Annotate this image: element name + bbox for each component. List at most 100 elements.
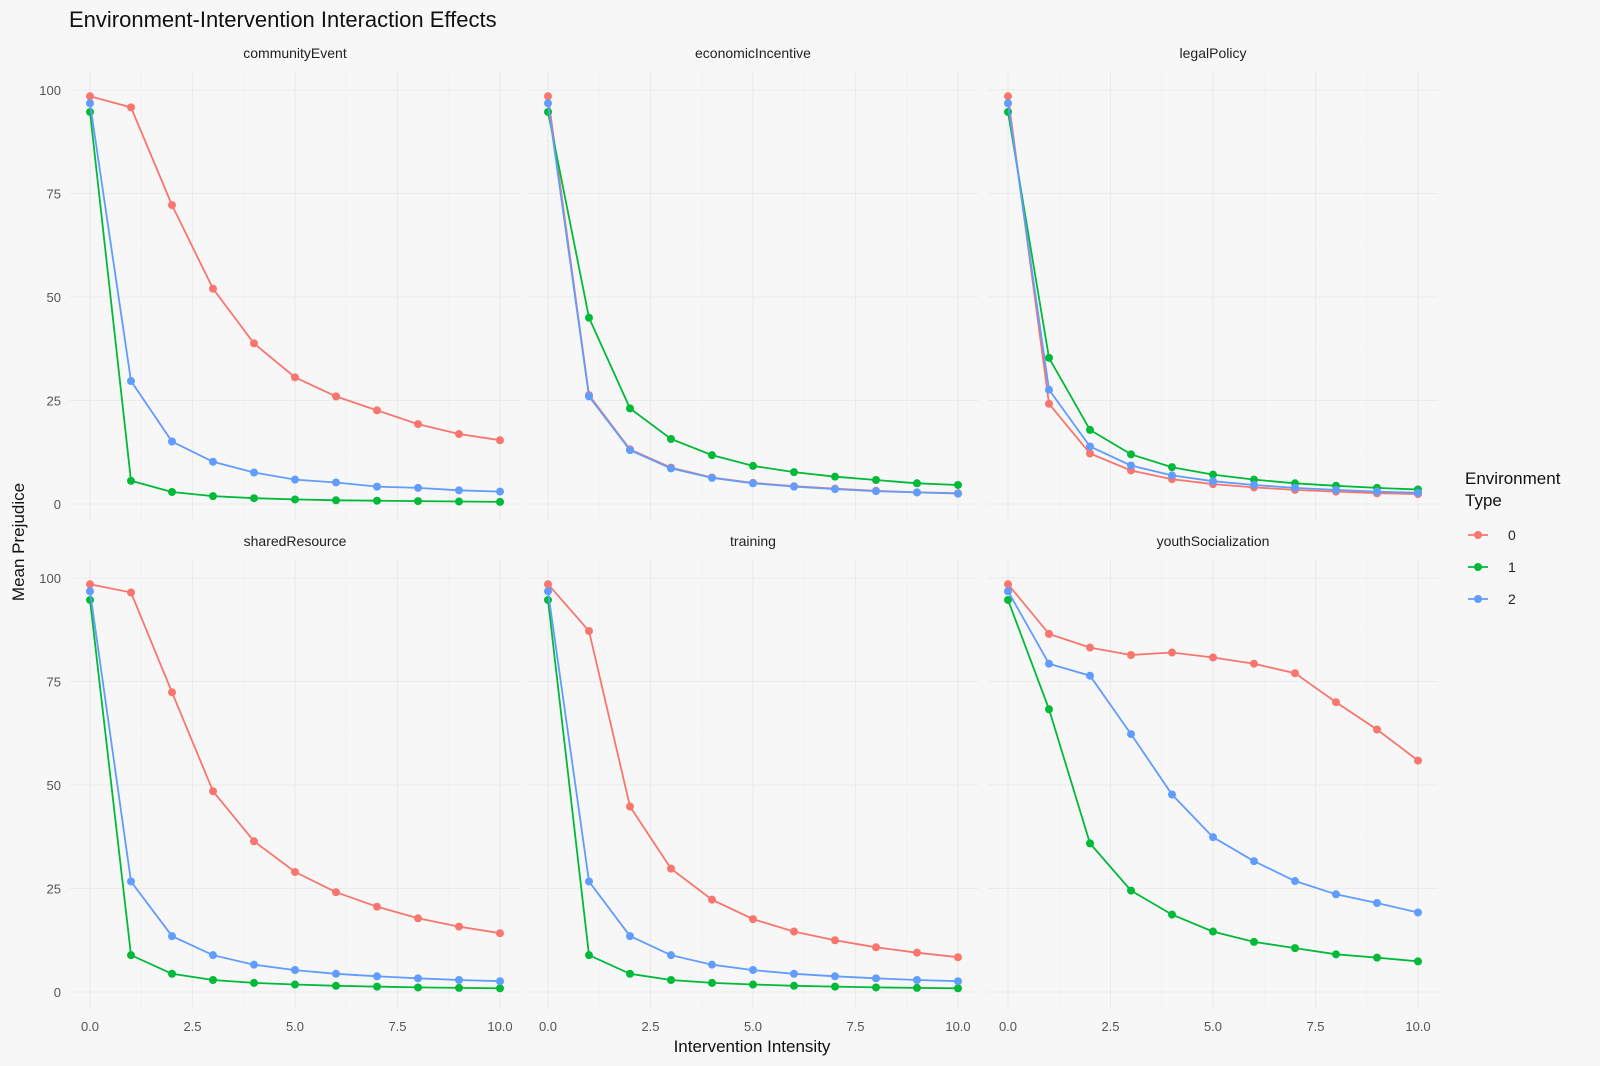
panel-training: training 0.0 2.5 5.0 7.5 10.0: [528, 533, 978, 1034]
data-point-2: [332, 478, 340, 487]
data-point-0: [544, 92, 552, 101]
data-point-0: [496, 436, 504, 445]
data-point-2: [1045, 659, 1053, 668]
x-tick-label: 7.5: [388, 1019, 406, 1034]
data-point-0: [1332, 698, 1340, 707]
data-point-1: [455, 983, 463, 992]
data-point-1: [1127, 886, 1135, 895]
panel-strip-label: legalPolicy: [1180, 45, 1247, 61]
data-point-2: [250, 960, 258, 969]
data-point-1: [1045, 705, 1053, 714]
data-point-1: [414, 983, 422, 992]
data-point-2: [209, 951, 217, 960]
legend-key-point: [1474, 531, 1482, 539]
x-tick-label: 7.5: [1306, 1019, 1324, 1034]
y-tick-label: 50: [47, 290, 61, 305]
data-point-1: [1086, 839, 1094, 848]
data-point-2: [872, 974, 880, 983]
data-point-2: [913, 975, 921, 984]
data-point-2: [168, 437, 176, 446]
facet-panels: communityEvent 0 25 50 75 100 economicIncentiv…: [39, 45, 1438, 1034]
data-point-2: [790, 969, 798, 978]
data-point-2: [1291, 483, 1299, 492]
data-point-1: [831, 982, 839, 991]
data-point-1: [954, 480, 962, 489]
panel-sharedResource: sharedResource 0 25 50 75 100 0.0 2.5 5.0 7.5 10.0: [39, 533, 520, 1034]
data-point-2: [831, 485, 839, 494]
data-point-1: [1414, 957, 1422, 966]
data-point-0: [414, 914, 422, 923]
data-point-2: [127, 877, 135, 886]
data-point-0: [250, 339, 258, 348]
data-point-0: [414, 420, 422, 429]
data-point-2: [872, 487, 880, 496]
data-point-1: [1209, 927, 1217, 936]
y-axis-title: Mean Prejudice: [9, 483, 28, 601]
data-point-0: [455, 922, 463, 931]
data-point-0: [209, 284, 217, 293]
data-point-1: [913, 983, 921, 992]
data-point-2: [1291, 877, 1299, 886]
legend-item-1: 1: [1468, 559, 1516, 575]
data-point-0: [373, 406, 381, 415]
data-point-2: [790, 482, 798, 491]
data-point-0: [626, 802, 634, 811]
data-point-2: [127, 377, 135, 386]
data-point-2: [1004, 587, 1012, 596]
data-point-2: [1209, 477, 1217, 486]
legend-label: 1: [1508, 559, 1516, 575]
panel-strip-label: economicIncentive: [695, 45, 811, 61]
data-point-1: [250, 494, 258, 503]
y-tick-label: 100: [39, 83, 61, 98]
legend-label: 0: [1508, 527, 1516, 543]
data-point-2: [667, 464, 675, 473]
data-point-1: [913, 479, 921, 488]
data-point-0: [585, 626, 593, 635]
data-point-0: [1045, 629, 1053, 638]
data-point-0: [168, 688, 176, 697]
data-point-0: [209, 787, 217, 796]
data-point-2: [749, 966, 757, 975]
data-point-2: [954, 489, 962, 498]
data-point-0: [708, 895, 716, 904]
data-point-2: [1414, 908, 1422, 917]
y-tick-label: 100: [39, 571, 61, 586]
data-point-0: [1004, 92, 1012, 101]
data-point-1: [667, 435, 675, 444]
data-point-2: [954, 977, 962, 986]
data-point-0: [455, 430, 463, 439]
data-point-0: [790, 927, 798, 936]
data-point-1: [127, 476, 135, 485]
data-point-1: [954, 984, 962, 993]
data-point-0: [1127, 651, 1135, 660]
x-tick-label: 0.0: [81, 1019, 99, 1034]
data-point-0: [496, 929, 504, 938]
data-point-0: [250, 837, 258, 846]
data-point-2: [291, 475, 299, 484]
data-point-2: [544, 587, 552, 596]
data-point-2: [1168, 790, 1176, 799]
data-point-1: [626, 969, 634, 978]
data-point-1: [291, 495, 299, 504]
panel-strip-label: training: [730, 533, 776, 549]
data-point-2: [1373, 898, 1381, 907]
data-point-0: [831, 936, 839, 945]
data-point-2: [455, 486, 463, 495]
data-point-0: [86, 580, 94, 589]
data-point-2: [332, 969, 340, 978]
data-point-1: [496, 984, 504, 993]
data-point-1: [414, 497, 422, 506]
x-axis-title: Intervention Intensity: [674, 1037, 831, 1056]
data-point-2: [373, 972, 381, 981]
data-point-2: [496, 977, 504, 986]
panel-economicIncentive: economicIncentive: [528, 45, 978, 520]
x-tick-label: 10.0: [945, 1019, 970, 1034]
data-point-1: [209, 975, 217, 984]
data-point-0: [1086, 449, 1094, 458]
data-point-1: [831, 472, 839, 481]
data-point-0: [749, 915, 757, 924]
data-point-0: [86, 92, 94, 101]
data-point-2: [291, 966, 299, 975]
data-point-1: [667, 975, 675, 984]
data-point-2: [414, 483, 422, 492]
